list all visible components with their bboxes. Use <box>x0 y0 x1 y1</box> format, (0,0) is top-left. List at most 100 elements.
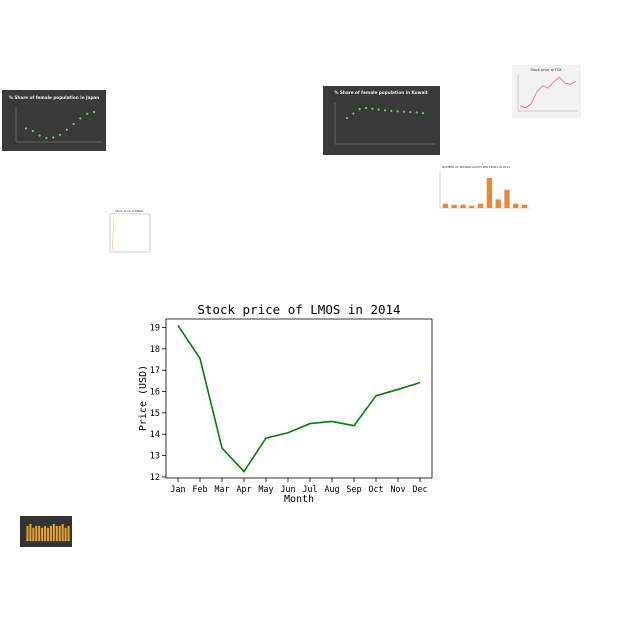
chart-title: Stock price of LMOS in 2014 <box>197 302 400 317</box>
bar <box>495 199 501 208</box>
scatter-point <box>415 111 418 114</box>
bar <box>451 204 457 208</box>
bar <box>469 205 475 208</box>
thumbnail-dark-bars <box>20 516 72 547</box>
bar <box>486 178 493 208</box>
pnrg-chart-svg: Stock price of PNRG <box>102 208 152 260</box>
x-tick-label: May <box>258 485 273 495</box>
pnrg-series-line <box>111 217 115 251</box>
y-tick-label: 13 <box>150 452 160 462</box>
japan-chart-svg: % Share of female population in Japan <box>2 90 106 151</box>
scatter-point <box>31 129 34 133</box>
thumbnail-fox-stock: Stock price of FOX <box>512 65 581 118</box>
bar <box>55 525 58 541</box>
bar <box>64 527 67 541</box>
y-tick-label: 18 <box>150 345 160 355</box>
kuwait-chart-svg: % Share of female population in Kuwait <box>323 86 440 155</box>
x-tick-label: Jan <box>170 485 185 495</box>
bar <box>521 204 528 208</box>
scatter-point <box>92 110 96 114</box>
scatter-point <box>358 108 361 111</box>
scatter-point <box>72 122 75 126</box>
thumbnail-kuwait-female-share: % Share of female population in Kuwait <box>323 86 440 155</box>
x-axis-ticks: Jan Feb Mar Apr May Jun Jul Aug Sep Oct Nov Dec <box>170 478 428 495</box>
bar <box>44 525 47 541</box>
y-axis-label: Price (USD) <box>138 365 149 431</box>
bar <box>52 524 55 541</box>
darkbars-bars <box>26 524 70 541</box>
bar <box>46 527 50 541</box>
bar <box>477 203 484 208</box>
bar <box>26 525 29 541</box>
scatter-point <box>52 136 55 139</box>
thumbnail-pnrg-stock: Stock price of PNRG <box>102 208 152 260</box>
bar <box>513 203 519 208</box>
plot-area <box>165 318 433 479</box>
goats-chart-title: NUMBER OF MILKING GOATS PER YEARS IN 201… <box>442 165 510 169</box>
bar <box>58 525 61 541</box>
x-tick-label: Aug <box>324 485 339 495</box>
scatter-point <box>79 117 82 120</box>
y-tick-label: 15 <box>150 409 160 419</box>
bar <box>442 203 449 208</box>
y-tick-label: 12 <box>150 473 160 483</box>
y-tick-label: 14 <box>150 430 160 440</box>
scatter-point <box>65 128 68 131</box>
bar <box>504 189 510 208</box>
kuwait-points <box>345 106 425 120</box>
japan-points <box>24 110 96 140</box>
scatter-point <box>383 109 387 112</box>
x-tick-label: Mar <box>214 485 229 495</box>
scatter-point <box>345 116 349 120</box>
fox-chart-title: Stock price of FOX <box>530 68 562 72</box>
y-tick-label: 19 <box>150 324 160 334</box>
scatter-point <box>390 109 393 113</box>
x-tick-label: Jun <box>280 485 295 495</box>
scatter-point <box>402 110 406 113</box>
y-tick-label: 17 <box>150 366 160 376</box>
lmos-price-line <box>177 324 421 473</box>
scatter-point <box>24 127 28 130</box>
scatter-point <box>45 136 48 140</box>
kuwait-chart-title: % Share of female population in Kuwait <box>334 90 428 95</box>
scatter-point <box>352 112 355 115</box>
y-axis-ticks: 12 13 14 15 16 17 18 19 <box>150 324 166 483</box>
x-tick-label: Feb <box>192 485 207 495</box>
scatter-point <box>86 112 89 116</box>
pnrg-chart-title: Stock price of PNRG <box>115 209 143 213</box>
x-tick-label: Sep <box>346 485 361 495</box>
japan-chart-title: % Share of female population in Japan <box>9 95 100 100</box>
scatter-point <box>364 106 368 110</box>
scatter-point <box>396 110 399 113</box>
y-tick-label: 16 <box>150 388 160 398</box>
fox-chart-svg: Stock price of FOX <box>512 65 581 118</box>
fox-series-line <box>519 76 577 109</box>
scatter-point <box>409 110 412 114</box>
scatter-point <box>377 108 380 111</box>
bar <box>35 525 38 541</box>
goats-bars <box>442 178 528 208</box>
bar <box>49 525 52 541</box>
scatter-point <box>38 134 41 137</box>
x-tick-label: Apr <box>236 485 251 495</box>
bar <box>32 527 35 541</box>
bar <box>38 525 41 541</box>
thumbnail-milking-goats: NUMBER OF MILKING GOATS PER YEARS IN 201… <box>420 163 533 231</box>
thumbnail-japan-female-share: % Share of female population in Japan <box>2 90 106 151</box>
x-tick-label: Jul <box>302 485 317 495</box>
x-tick-label: Nov <box>390 485 405 495</box>
lmos-stock-chart: Stock price of LMOS in 2014 12 13 14 15 16 17… <box>138 302 433 505</box>
bar <box>41 527 44 541</box>
scatter-point <box>371 107 374 110</box>
scatter-point <box>58 133 62 136</box>
bar <box>29 524 32 541</box>
scatter-point <box>421 112 425 115</box>
bar <box>61 524 64 541</box>
x-axis-label: Month <box>284 494 314 505</box>
goats-chart-svg: NUMBER OF MILKING GOATS PER YEARS IN 201… <box>420 163 533 231</box>
bar <box>67 525 70 541</box>
x-tick-label: Oct <box>368 485 383 495</box>
bar <box>460 204 466 208</box>
darkbars-chart-svg <box>20 516 72 547</box>
x-tick-label: Dec <box>412 485 427 495</box>
